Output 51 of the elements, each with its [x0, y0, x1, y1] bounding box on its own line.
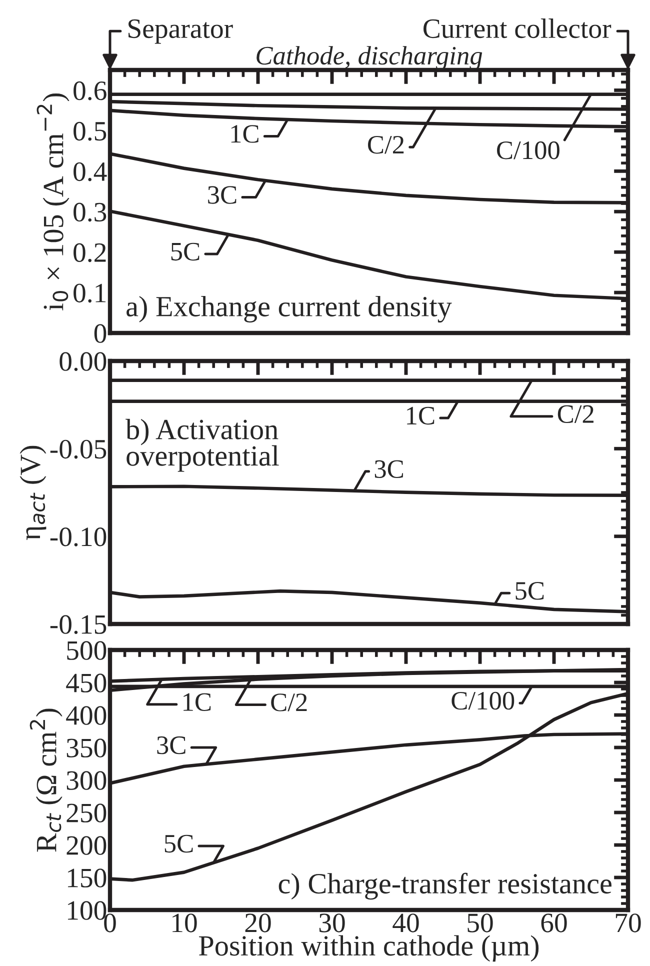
legend-label: 5C: [164, 834, 193, 853]
y-axis-title: η$_{act}$ (V): [20, 446, 46, 540]
y-axis-title: R$_{ct}$ (Ω cm$^{2}$): [30, 708, 62, 852]
legend-label: C/100: [452, 692, 514, 710]
y-tick-label: -0.05: [50, 440, 106, 459]
legend-label: 3C: [157, 736, 186, 754]
legend-label: 3C: [208, 186, 236, 204]
legend-label: C/100: [497, 141, 560, 160]
y-tick-label: 350: [66, 738, 106, 758]
x-tick-label: 70: [616, 914, 641, 932]
y-tick-label: 200: [66, 836, 106, 855]
y-tick-label: 0.4: [74, 162, 107, 182]
annotation: a) Exchange current density: [126, 296, 452, 322]
legend-label: 5C: [171, 242, 200, 261]
series-label: 1C: [407, 406, 434, 425]
y-tick-label: 0.00: [60, 352, 106, 372]
x-tick-label: 10: [172, 914, 197, 932]
series-label: C/2: [271, 694, 307, 712]
x-tick-label: 40: [392, 914, 419, 932]
legend-label: C/2: [558, 405, 594, 424]
y-tick-label: 0.1: [74, 284, 106, 303]
y-tick-label: 100: [68, 901, 106, 920]
y-tick-label: 0.2: [74, 243, 106, 262]
y-tick-label: 0.3: [74, 202, 106, 222]
y-tick-label: 450: [66, 674, 106, 692]
x-tick-label: 50: [468, 914, 493, 932]
legend-label: 1C: [184, 693, 211, 711]
legend-label: 5C: [516, 582, 544, 600]
y-tick-label: -0.15: [50, 615, 106, 634]
legend-label: 1C: [231, 125, 258, 143]
y-tick-label: 0.6: [74, 81, 106, 100]
y-tick-label: 500: [67, 641, 106, 660]
legend-label: C/2: [368, 136, 404, 154]
y-tick-label: 250: [66, 804, 106, 822]
annotation: b) Activation overpotential: [126, 418, 279, 472]
text: Current collector: [424, 18, 612, 38]
y-axis-title: i$_{0}$ × 105 (A cm$^{−2}$): [36, 93, 70, 310]
y-tick-label: 0: [94, 324, 106, 343]
y-tick-label: 150: [68, 868, 106, 888]
chart-title: Cathode, discharging: [256, 46, 482, 70]
x-tick-label: 30: [319, 914, 345, 932]
y-tick-label: 400: [66, 706, 106, 725]
x-tick-label: 20: [245, 914, 271, 932]
y-tick-label: -0.10: [50, 528, 106, 546]
text: Separator: [128, 19, 233, 44]
x-axis-title: Position within cathode (µm): [199, 935, 539, 962]
x-tick-label: 60: [541, 914, 567, 932]
annotation: c) Charge-transfer resistance: [278, 872, 612, 900]
y-tick-label: 300: [66, 771, 106, 790]
legend-label: 3C: [374, 460, 403, 478]
y-tick-label: 0.5: [74, 122, 106, 141]
